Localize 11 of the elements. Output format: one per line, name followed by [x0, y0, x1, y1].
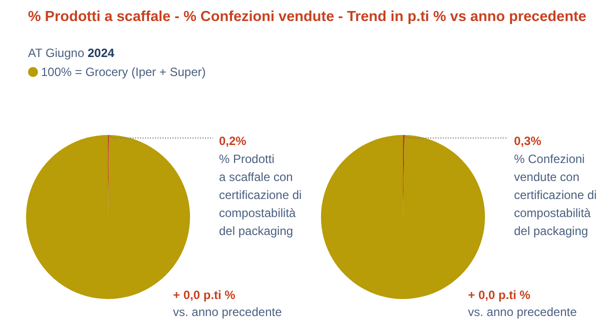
text: % Prodotti a scaffale con certificazione di compostabilità del packaging	[219, 152, 302, 238]
data-label: 0,3%	[514, 134, 542, 148]
text: % Confezioni vendute con certificazione di compostabilità del packaging	[514, 152, 597, 238]
text: vs. anno precedente	[173, 305, 282, 319]
data-label: 0,2%	[219, 134, 247, 148]
chart-subtitle: AT Giugno 2024	[28, 46, 115, 60]
text: % Prodotti a scaffale - % Confezioni vendute - Trend in p.ti % vs anno precedente	[28, 9, 586, 25]
text: vs. anno precedente	[468, 305, 578, 319]
text: + 0,0 p.ti %	[468, 288, 531, 302]
legend-label: 100% = Grocery (Iper + Super)	[41, 65, 206, 79]
text: + 0,0 p.ti %	[173, 288, 236, 302]
